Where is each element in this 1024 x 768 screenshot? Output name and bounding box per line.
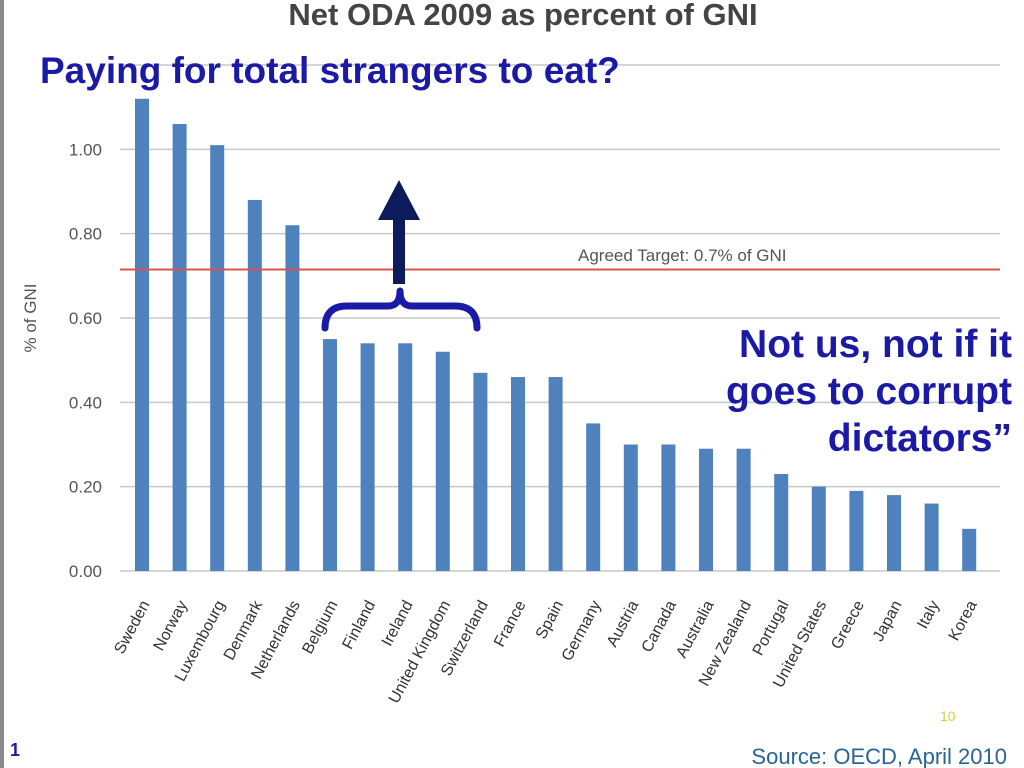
annotation-text: Not us, not if it goes to corrupt dictat…: [652, 322, 1012, 462]
bar-belgium: [323, 339, 337, 571]
bar-france: [511, 377, 525, 571]
x-tick-label: Austria: [604, 598, 642, 650]
bar-germany: [586, 423, 601, 571]
y-tick-label: 0.00: [69, 562, 102, 581]
x-tick-label: Spain: [533, 598, 567, 642]
slide-number: 10: [940, 708, 956, 724]
chart-title: Net ODA 2009 as percent of GNI: [288, 0, 757, 32]
bar-canada: [661, 444, 676, 571]
bar-australia: [699, 448, 713, 571]
bar-portugal: [774, 474, 789, 571]
page-marker: 1: [10, 740, 21, 760]
bar-switzerland: [473, 372, 488, 571]
x-tick-label: Canada: [639, 598, 680, 656]
x-tick-label: Sweden: [111, 598, 153, 657]
bar-luxembourg: [210, 145, 225, 571]
target-line-label: Agreed Target: 0.7% of GNI: [578, 246, 787, 265]
slide-title: Paying for total strangers to eat?: [40, 50, 620, 91]
bar-greece: [849, 490, 864, 571]
x-tick-label: Korea: [946, 598, 981, 644]
x-tick-label: Norway: [151, 598, 191, 654]
annotation-line-3: dictators”: [827, 416, 1012, 460]
bar-spain: [548, 377, 563, 571]
bar-finland: [360, 343, 375, 571]
bar-italy: [924, 503, 939, 571]
x-tick-label: Belgium: [299, 598, 341, 657]
y-axis-label: % of GNI: [21, 284, 40, 353]
y-tick-label: 0.40: [69, 393, 102, 412]
bar-united-kingdom: [435, 351, 450, 571]
bar-austria: [623, 444, 638, 571]
bar-ireland: [398, 343, 413, 571]
x-tick-label: Greece: [828, 598, 868, 652]
x-tick-label: Ireland: [379, 598, 417, 649]
bar-norway: [172, 124, 187, 572]
x-tick-label: Portugal: [750, 598, 793, 659]
y-tick-label: 0.60: [69, 309, 102, 328]
y-axis-tick-labels: 0.00 0.20 0.40 0.60 0.80 1.00: [69, 140, 102, 581]
chart-bars: [135, 98, 977, 572]
x-axis-tick-labels: SwedenNorwayLuxembourgDenmarkNetherlands…: [111, 597, 980, 706]
x-tick-label: Italy: [914, 598, 943, 632]
annotation-line-1: Not us, not if it: [739, 323, 1012, 366]
bar-united-states: [811, 486, 826, 571]
up-arrow-icon: [378, 180, 420, 284]
curly-brace-icon: [321, 287, 481, 332]
bar-sweden: [135, 98, 149, 571]
bar-netherlands: [285, 225, 300, 571]
x-tick-label: Finland: [339, 598, 379, 652]
slide-left-border: [0, 0, 4, 768]
y-tick-label: 0.20: [69, 478, 102, 497]
annotation-line-2: goes to corrupt: [725, 369, 1012, 413]
chart-source: Source: OECD, April 2010: [751, 744, 1007, 768]
bar-new-zealand: [736, 448, 751, 571]
x-tick-label: France: [491, 598, 529, 650]
bar-korea: [962, 528, 977, 571]
y-tick-label: 1.00: [69, 140, 102, 159]
x-tick-label: Japan: [870, 598, 905, 644]
bar-japan: [887, 495, 901, 571]
y-tick-label: 0.80: [69, 225, 102, 244]
bar-denmark: [247, 199, 262, 571]
